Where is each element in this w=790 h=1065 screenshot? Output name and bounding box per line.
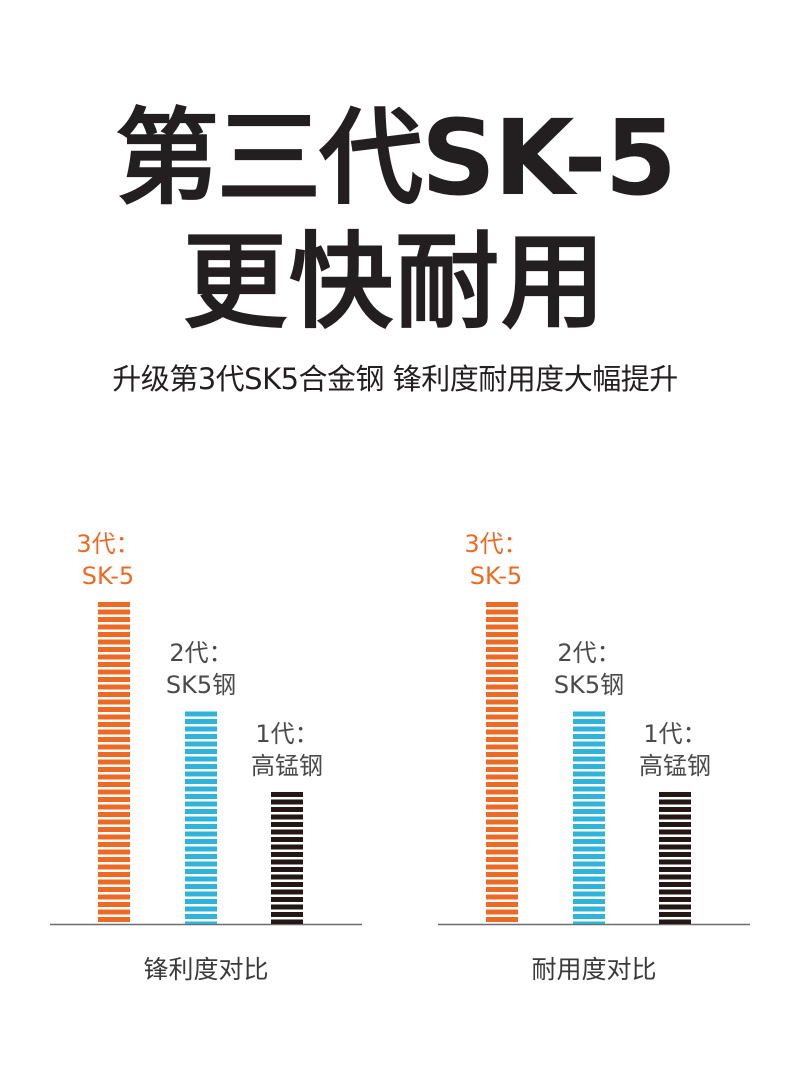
headline-line-1: 第三代SK-5: [115, 97, 677, 219]
chart-bar: [573, 711, 605, 924]
durability-chart: 耐用度对比 3代： SK-5 2代： SK5钢 1代： 高锰钢: [438, 520, 778, 1000]
durability-chart-svg: [438, 602, 750, 926]
headline-line-2: 更快耐用: [182, 221, 607, 343]
bar-label: 3代： SK-5: [76, 530, 140, 590]
sharpness-chart: 锋利度对比 3代： SK-5 2代： SK5钢 1代： 高锰钢: [50, 520, 390, 1000]
chart-bar: [659, 791, 691, 924]
subheadline: 升级第3代SK5合金钢 锋利度耐用度大幅提升: [112, 362, 678, 396]
bar-label: 2代： SK5钢: [165, 639, 237, 700]
bar-label: 2代： SK5钢: [553, 639, 625, 700]
bar-label: 3代： SK-5: [464, 530, 528, 590]
durability-chart-caption: 耐用度对比: [531, 955, 657, 984]
sharpness-chart-svg: [50, 602, 362, 926]
bar-label: 1代： 高锰钢: [639, 719, 711, 780]
chart-bar: [271, 791, 303, 924]
bar-label: 1代： 高锰钢: [251, 719, 323, 780]
chart-bar: [185, 711, 217, 924]
chart-bar: [486, 602, 518, 922]
sharpness-chart-caption: 锋利度对比: [143, 955, 269, 984]
chart-bar: [98, 602, 130, 922]
